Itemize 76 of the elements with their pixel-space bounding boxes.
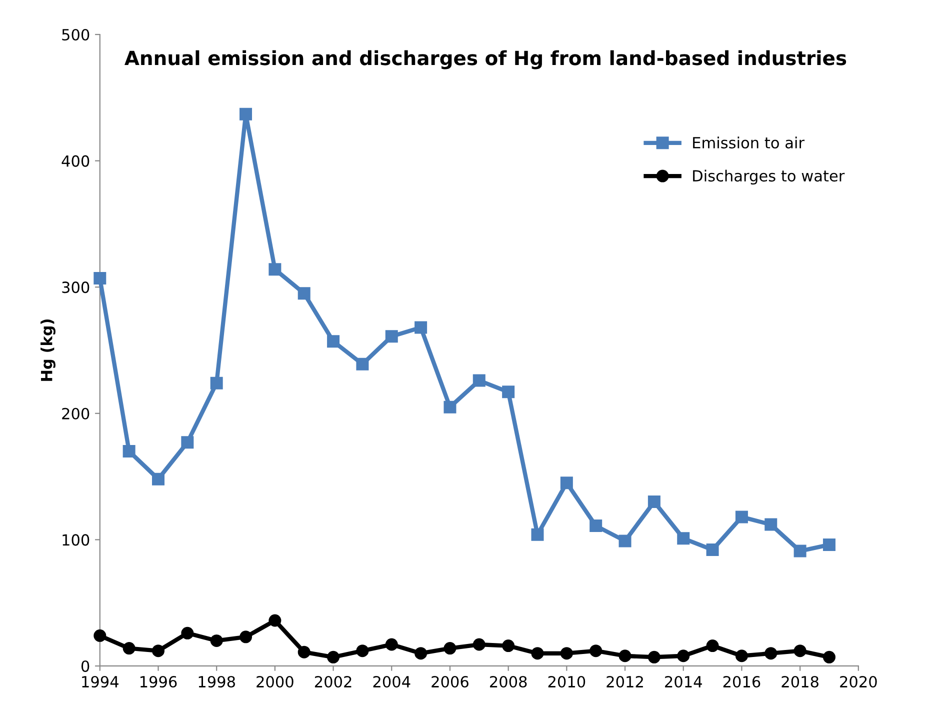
point [502, 640, 515, 652]
point [152, 472, 164, 486]
point [735, 650, 748, 662]
point [240, 108, 252, 120]
point [385, 330, 398, 343]
point [764, 647, 778, 660]
point [560, 647, 573, 660]
point [618, 534, 632, 548]
point [677, 532, 690, 545]
point [560, 476, 573, 490]
x-tick-label: 1998 [198, 676, 235, 688]
point [240, 630, 252, 644]
y-tick-label: 200 [62, 408, 90, 420]
point [327, 335, 340, 348]
y-axis-title: Hg (kg) [40, 320, 56, 381]
x-tick-label: 2012 [606, 676, 643, 688]
x-tick-label: 2016 [723, 676, 760, 688]
y-tick-label: 100 [62, 534, 90, 546]
x-tick-label: 2018 [782, 676, 818, 688]
x-tick-label: 1994 [82, 676, 118, 688]
point [502, 386, 515, 398]
point [822, 650, 836, 664]
point [210, 376, 223, 390]
x-tick-label: 2008 [490, 676, 527, 688]
point [181, 436, 194, 449]
text: Annual emission and discharges of Hg from land-based industries [124, 50, 846, 70]
point [152, 644, 164, 658]
point [472, 638, 486, 651]
point [590, 520, 602, 532]
point [356, 358, 369, 370]
point [531, 647, 544, 660]
y-tick-label: 300 [62, 282, 90, 294]
point [298, 287, 310, 300]
x-tick-label: 2004 [373, 676, 410, 688]
legend-label: Discharges to water [693, 170, 845, 185]
point [122, 445, 136, 458]
x-tick-label: 2002 [314, 676, 352, 688]
point [298, 646, 310, 658]
point [414, 321, 428, 334]
point [268, 263, 282, 276]
point [94, 629, 106, 642]
x-tick-label: 2006 [432, 676, 468, 688]
point [268, 614, 282, 627]
point [648, 496, 660, 508]
point [356, 644, 369, 658]
point [794, 644, 806, 658]
point [210, 634, 223, 647]
point [590, 644, 602, 658]
y-tick-label: 400 [62, 155, 90, 167]
point [706, 640, 719, 652]
x-tick-label: 2000 [256, 676, 294, 688]
point [735, 510, 748, 524]
point [706, 544, 719, 556]
x-tick-label: 2010 [548, 676, 586, 688]
point [444, 400, 456, 414]
y-tick-label: 0 [81, 660, 90, 672]
x-tick-label: 1996 [140, 676, 177, 688]
point [794, 544, 806, 558]
point [327, 650, 340, 664]
point [414, 647, 428, 660]
point [472, 374, 486, 387]
point [122, 642, 136, 655]
point [385, 638, 398, 651]
point [531, 528, 544, 541]
point [648, 650, 660, 664]
point [618, 650, 632, 662]
point [181, 626, 194, 640]
legend-label: Emission to air [693, 136, 804, 148]
x-tick-label: 2020 [840, 676, 877, 688]
x-tick-label: 2014 [665, 676, 702, 688]
point [822, 538, 836, 551]
point [677, 650, 690, 662]
y-tick-label: 500 [62, 28, 90, 41]
point [94, 272, 106, 284]
point [444, 642, 456, 655]
point [764, 518, 778, 531]
